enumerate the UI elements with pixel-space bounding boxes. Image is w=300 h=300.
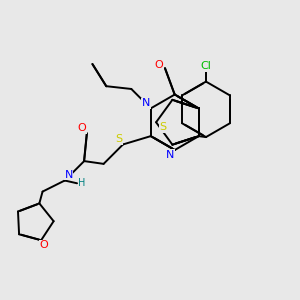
Text: N: N [166, 150, 174, 160]
Text: O: O [40, 240, 49, 250]
Text: N: N [142, 98, 150, 108]
Text: N: N [64, 169, 73, 180]
Text: Cl: Cl [200, 61, 211, 71]
Text: O: O [155, 60, 164, 70]
Text: S: S [116, 134, 123, 145]
Text: H: H [78, 178, 86, 188]
Text: S: S [160, 122, 167, 132]
Text: O: O [78, 123, 86, 134]
